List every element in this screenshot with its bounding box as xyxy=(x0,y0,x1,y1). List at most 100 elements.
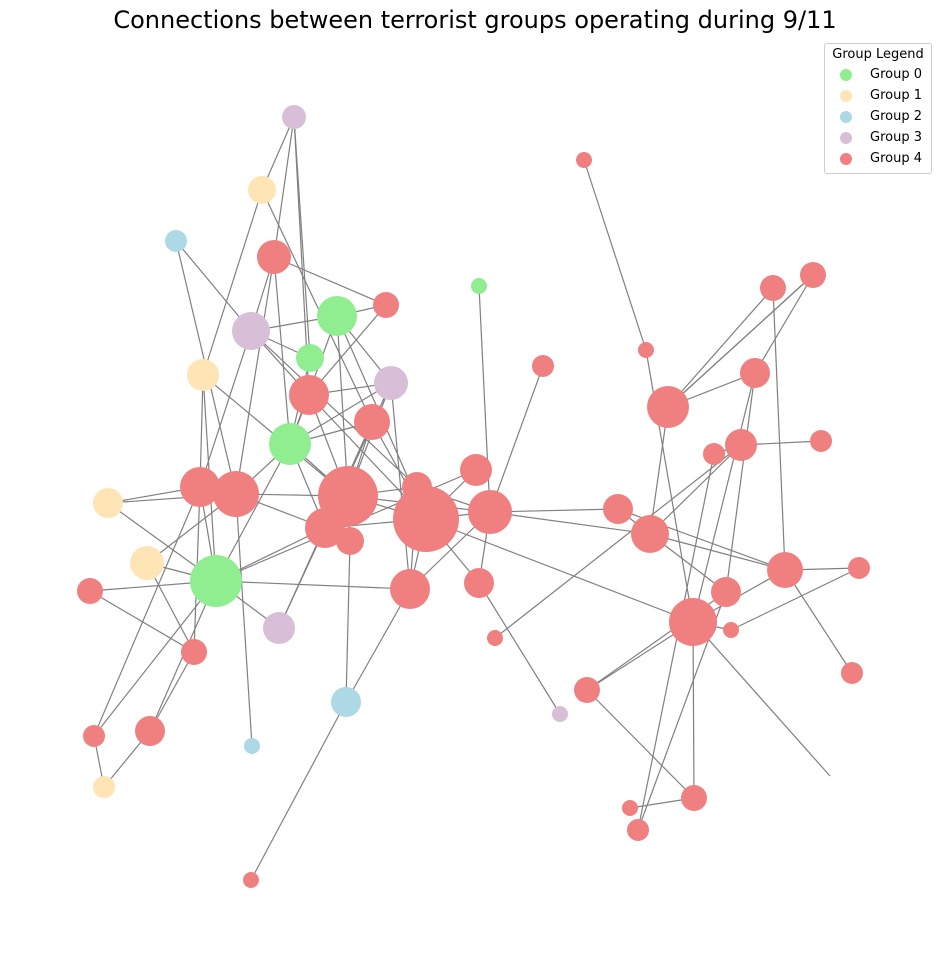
edge xyxy=(93,486,201,737)
edge xyxy=(149,651,195,732)
edge xyxy=(667,287,774,408)
edge xyxy=(725,372,756,593)
node-group-4 xyxy=(257,240,291,274)
node-group-3 xyxy=(282,105,306,129)
node-group-4 xyxy=(464,568,494,598)
node-group-4 xyxy=(723,622,739,638)
node-group-3 xyxy=(263,612,295,644)
node-group-4 xyxy=(740,358,770,388)
node-group-0 xyxy=(190,555,242,607)
node-group-4 xyxy=(703,443,725,465)
edge xyxy=(692,621,831,777)
edge xyxy=(390,382,411,590)
node-group-4 xyxy=(841,662,863,684)
edge xyxy=(637,453,715,831)
node-group-4 xyxy=(373,292,399,318)
edge xyxy=(345,588,411,703)
edge xyxy=(336,315,349,497)
node-group-4 xyxy=(848,557,870,579)
edge xyxy=(250,701,347,881)
legend-marker-group-3 xyxy=(840,131,852,144)
node-group-4 xyxy=(305,508,345,548)
legend-label-group-2: Group 2 xyxy=(870,109,922,124)
edge xyxy=(692,372,756,623)
legend-item-group-0: Group 0 xyxy=(825,64,931,85)
node-group-4 xyxy=(468,490,512,534)
legend-label-group-0: Group 0 xyxy=(870,67,922,82)
edge xyxy=(489,365,544,513)
node-group-4 xyxy=(669,598,717,646)
node-group-3 xyxy=(374,366,408,400)
nodes xyxy=(77,105,870,888)
edge xyxy=(89,590,195,653)
chart-title: Connections between terrorist groups ope… xyxy=(113,6,837,34)
legend-title: Group Legend xyxy=(832,47,924,62)
legend-marker-group-0 xyxy=(840,68,852,81)
edge xyxy=(754,274,814,374)
legend-item-group-2: Group 2 xyxy=(825,106,931,127)
edge xyxy=(586,689,695,799)
edge xyxy=(730,567,860,631)
edge xyxy=(261,189,373,423)
edge xyxy=(235,256,275,495)
edge xyxy=(649,406,669,535)
edge xyxy=(273,116,295,258)
node-group-0 xyxy=(269,423,311,465)
node-group-4 xyxy=(576,152,592,168)
edge xyxy=(202,189,263,376)
node-group-1 xyxy=(130,546,164,580)
legend-label-group-4: Group 4 xyxy=(870,151,922,166)
edge xyxy=(772,287,786,571)
node-group-4 xyxy=(800,262,826,288)
node-group-4 xyxy=(574,677,600,703)
node-group-4 xyxy=(487,630,503,646)
node-group-4 xyxy=(627,819,649,841)
edge xyxy=(649,533,786,571)
node-group-4 xyxy=(631,515,669,553)
node-group-4 xyxy=(243,872,259,888)
edge xyxy=(489,511,651,535)
legend: Group Legend Group 0 Group 1 Group 2 Gro… xyxy=(824,43,932,174)
node-group-1 xyxy=(93,776,115,798)
legend-label-group-1: Group 1 xyxy=(870,88,922,103)
edge xyxy=(250,330,418,488)
node-group-4 xyxy=(213,471,259,517)
node-group-2 xyxy=(165,230,187,252)
node-group-4 xyxy=(767,552,803,588)
node-group-2 xyxy=(331,687,361,717)
node-group-4 xyxy=(83,725,105,747)
node-group-4 xyxy=(180,467,220,507)
node-group-4 xyxy=(622,800,638,816)
legend-label-group-3: Group 3 xyxy=(870,130,922,145)
node-group-4 xyxy=(532,355,554,377)
node-group-4 xyxy=(725,429,757,461)
node-group-0 xyxy=(296,344,324,372)
node-group-4 xyxy=(390,569,430,609)
node-group-4 xyxy=(336,527,364,555)
node-group-4 xyxy=(77,578,103,604)
node-group-1 xyxy=(93,488,123,518)
node-group-4 xyxy=(354,404,390,440)
edge xyxy=(273,256,387,306)
legend-marker-group-1 xyxy=(840,89,852,102)
node-group-3 xyxy=(552,706,568,722)
node-group-4 xyxy=(460,454,492,486)
node-group-4 xyxy=(647,386,689,428)
edge xyxy=(478,582,561,715)
edge xyxy=(93,580,217,737)
legend-item-group-4: Group 4 xyxy=(825,148,931,169)
node-group-4 xyxy=(393,486,459,552)
edge xyxy=(692,621,695,799)
edge xyxy=(235,493,253,747)
node-group-4 xyxy=(810,430,832,452)
edge xyxy=(175,240,252,332)
edge xyxy=(649,444,742,535)
node-group-4 xyxy=(638,342,654,358)
edge xyxy=(425,518,694,623)
node-group-3 xyxy=(232,312,270,350)
node-group-2 xyxy=(244,738,260,754)
node-group-4 xyxy=(135,716,165,746)
edge xyxy=(345,540,351,703)
edge xyxy=(583,159,647,351)
edge xyxy=(273,256,291,445)
